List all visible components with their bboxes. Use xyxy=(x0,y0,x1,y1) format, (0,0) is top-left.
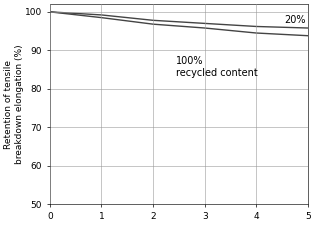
Y-axis label: Retention of tensile
breakdown elongation (%): Retention of tensile breakdown elongatio… xyxy=(4,44,24,164)
Text: 100%
recycled content: 100% recycled content xyxy=(176,56,258,78)
Text: 20%: 20% xyxy=(285,15,306,25)
